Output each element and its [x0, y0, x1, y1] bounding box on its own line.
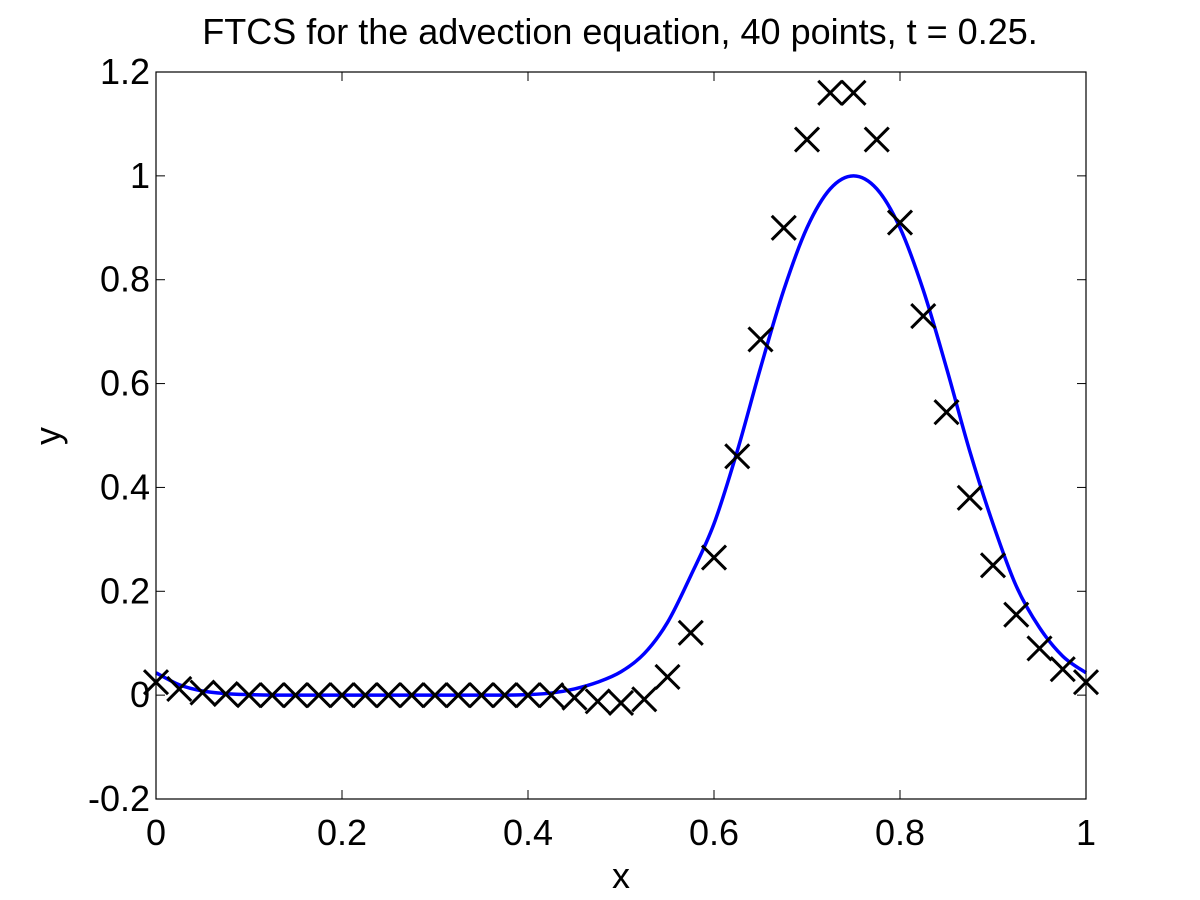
- x-tick-label: 1: [1076, 812, 1096, 853]
- y-tick-label: 0.6: [100, 363, 150, 404]
- ftcs-marker: [259, 682, 286, 709]
- ftcs-marker: [1049, 656, 1076, 683]
- x-tick-label: 0.2: [317, 812, 367, 853]
- y-tick-label: 0.8: [100, 259, 150, 300]
- ftcs-marker: [328, 682, 356, 709]
- ftcs-marker: [584, 688, 611, 715]
- y-tick-label: 0.4: [100, 466, 150, 507]
- y-tick-label: 1: [130, 155, 150, 196]
- ftcs-marker: [979, 552, 1007, 579]
- y-tick-label: 0: [130, 674, 150, 715]
- y-tick-label: -0.2: [88, 778, 150, 819]
- chart-title: FTCS for the advection equation, 40 poin…: [202, 11, 1038, 52]
- ftcs-marker: [445, 682, 472, 709]
- ftcs-marker: [421, 682, 449, 709]
- plot-frame: [155, 71, 1087, 800]
- ftcs-marker: [305, 682, 332, 709]
- ftcs-marker: [677, 619, 704, 646]
- ftcs-marker: [770, 214, 797, 241]
- x-tick-label: 0: [146, 812, 166, 853]
- ftcs-marker: [1026, 635, 1053, 662]
- x-tick-label: 0.4: [503, 812, 553, 853]
- series-layer: [142, 79, 1100, 716]
- ftcs-marker: [514, 682, 542, 709]
- ftcs-marker: [375, 682, 402, 709]
- ftcs-marker: [491, 682, 518, 709]
- plot-area: [156, 72, 1086, 799]
- ftcs-marker: [933, 399, 960, 426]
- ftcs-marker: [166, 675, 193, 702]
- ftcs-marker: [561, 684, 588, 711]
- ftcs-marker: [724, 443, 751, 470]
- x-tick-label: 0.6: [689, 812, 739, 853]
- ftcs-marker: [352, 682, 379, 709]
- ftcs-marker: [654, 663, 681, 691]
- ftcs-marker: [910, 303, 937, 330]
- y-tick-label: 1.2: [100, 51, 150, 92]
- y-axis-label: y: [27, 427, 68, 445]
- ftcs-marker: [607, 689, 635, 716]
- ftcs-marker: [817, 79, 844, 106]
- ftcs-marker: [863, 126, 890, 153]
- ftcs-marker: [189, 679, 216, 706]
- ftcs-marker: [212, 681, 239, 708]
- y-tick-label: 0.2: [100, 570, 150, 611]
- ftcs-marker: [747, 326, 774, 353]
- ftcs-marker: [886, 209, 914, 236]
- ftcs-marker: [700, 544, 728, 571]
- ftcs-marker: [538, 682, 565, 709]
- ftcs-marker: [1003, 601, 1030, 628]
- x-axis: 0 0.2 0.4 0.6 0.8 1: [146, 72, 1096, 853]
- y-axis: -0.2 0 0.2 0.4 0.6 0.8 1 1.2: [88, 51, 1086, 819]
- ftcs-marker: [631, 686, 658, 713]
- ftcs-marker: [235, 682, 263, 709]
- ftcs-marker: [793, 126, 821, 153]
- x-tick-label: 0.8: [875, 812, 925, 853]
- ftcs-marker: [282, 682, 309, 709]
- ftcs-marker: [468, 682, 495, 709]
- x-axis-label: x: [612, 855, 630, 896]
- ftcs-marker: [398, 682, 425, 709]
- ftcs-marker: [956, 484, 983, 511]
- ftcs-marker: [840, 79, 867, 106]
